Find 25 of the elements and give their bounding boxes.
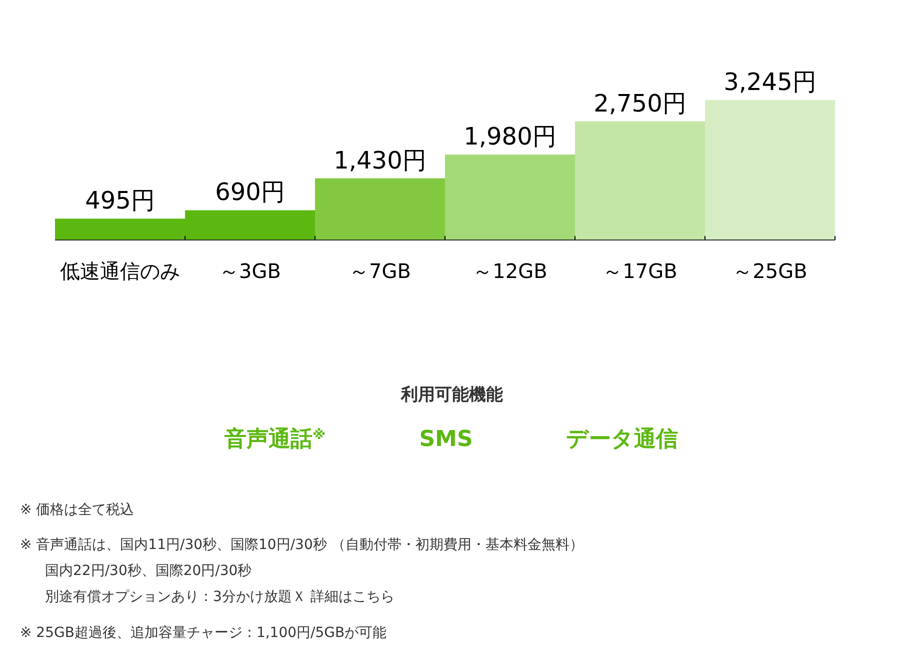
x-tick-label: ～7GB [349,259,411,283]
text: 国内22円/30秒、国際20円/30秒 [45,563,252,579]
text: 利用可能機能 [400,385,503,405]
data-label: 3,245円 [724,68,816,96]
bar [705,100,835,240]
bar [575,121,705,240]
data-label: 2,750円 [594,89,686,118]
data-label: 495円 [85,186,155,215]
text: 音声通話$^{※}$ [224,426,326,452]
text: SMS [419,427,473,452]
text: ※ 25GB超過後、追加容量チャージ：1,100円/5GBが可能 [20,625,387,641]
text: データ通信 [566,427,678,452]
text: 別途有償オプションあり：3分かけ放題Ｘ 詳細はこちら [45,589,394,605]
x-tick-label: ～3GB [219,259,281,283]
text: ※ 音声通話は、国内11円/30秒、国際10円/30秒 （自動付帯・初期費用・基本料金無料） [20,537,584,553]
bar [445,154,575,240]
data-label: 1,980円 [464,122,556,151]
x-tick-label: 低速通信のみ [60,259,180,283]
x-tick-label: ～25GB [732,259,808,283]
bar [315,178,445,240]
x-tick-label: ～12GB [472,259,548,283]
text: ※ 価格は全て税込 [20,502,134,518]
data-label: 690円 [215,178,285,206]
x-tick-label: ～17GB [602,259,678,283]
data-label: 1,430円 [334,146,426,174]
